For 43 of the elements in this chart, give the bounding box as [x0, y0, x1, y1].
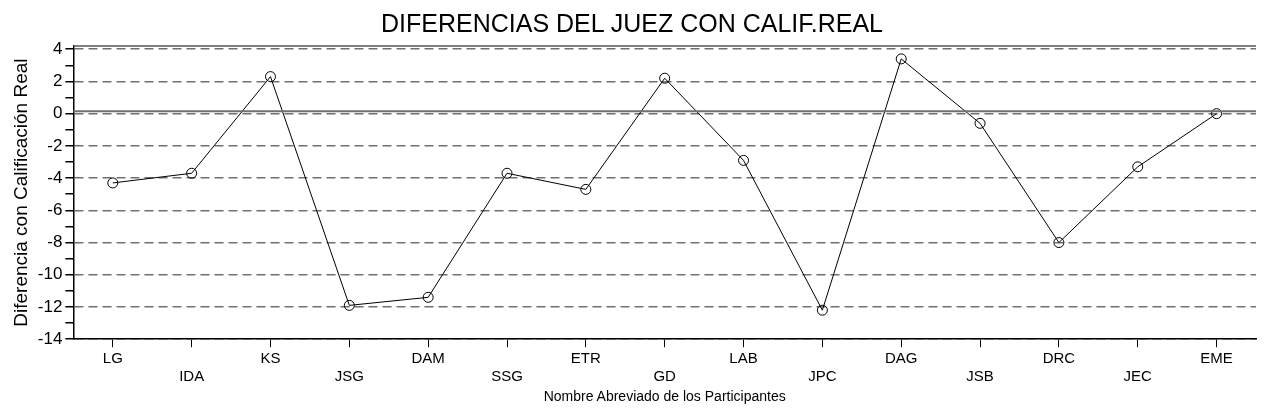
point [264, 71, 276, 83]
x-tick-label: SSG [491, 367, 523, 385]
x-tick-label: GD [653, 367, 677, 385]
x-tick-label: ETR [570, 349, 602, 367]
chart-title: DIFERENCIAS DEL JUEZ CON CALIF.REAL [381, 8, 884, 37]
x-tick-label: DAM [411, 349, 445, 367]
point [738, 154, 750, 166]
x-axis-title: Nombre Abreviado de los Participantes [543, 388, 786, 405]
point [1132, 161, 1144, 173]
point [1053, 237, 1065, 249]
y-tick-label: -10 [37, 264, 63, 284]
x-tick-label: DAG [884, 349, 918, 367]
y-tick-label: -14 [37, 328, 63, 348]
y-tick-label: 4 [52, 38, 63, 58]
point [580, 183, 592, 195]
point [1211, 108, 1223, 120]
x-tick-label: JSB [966, 367, 994, 385]
y-axis-title: Diferencia con Calificación Real [9, 58, 31, 327]
y-tick-label: -2 [47, 135, 63, 155]
y-tick-label: 0 [52, 103, 63, 123]
point [107, 177, 119, 189]
y-tick-label: -8 [47, 232, 63, 252]
x-tick-label: KS [260, 349, 281, 367]
y-tick-label: -4 [47, 167, 63, 187]
point [343, 299, 355, 311]
x-tick-label: EME [1200, 349, 1233, 367]
x-tick-label: DRC [1042, 349, 1076, 367]
y-tick-label: 2 [52, 71, 63, 91]
point [659, 72, 671, 84]
x-tick-label: IDA [179, 367, 205, 385]
x-tick-label: LAB [729, 349, 758, 367]
point [974, 117, 986, 129]
x-tick-label: JSG [334, 367, 364, 385]
point [186, 167, 198, 179]
point [895, 53, 907, 65]
point [501, 167, 513, 179]
y-tick-label: -12 [37, 296, 63, 316]
point [816, 304, 828, 316]
y-tick-label: -6 [47, 200, 63, 220]
x-tick-label: JPC [808, 367, 837, 385]
x-tick-label: JEC [1123, 367, 1153, 385]
point [422, 291, 434, 303]
x-tick-label: LG [102, 349, 123, 367]
